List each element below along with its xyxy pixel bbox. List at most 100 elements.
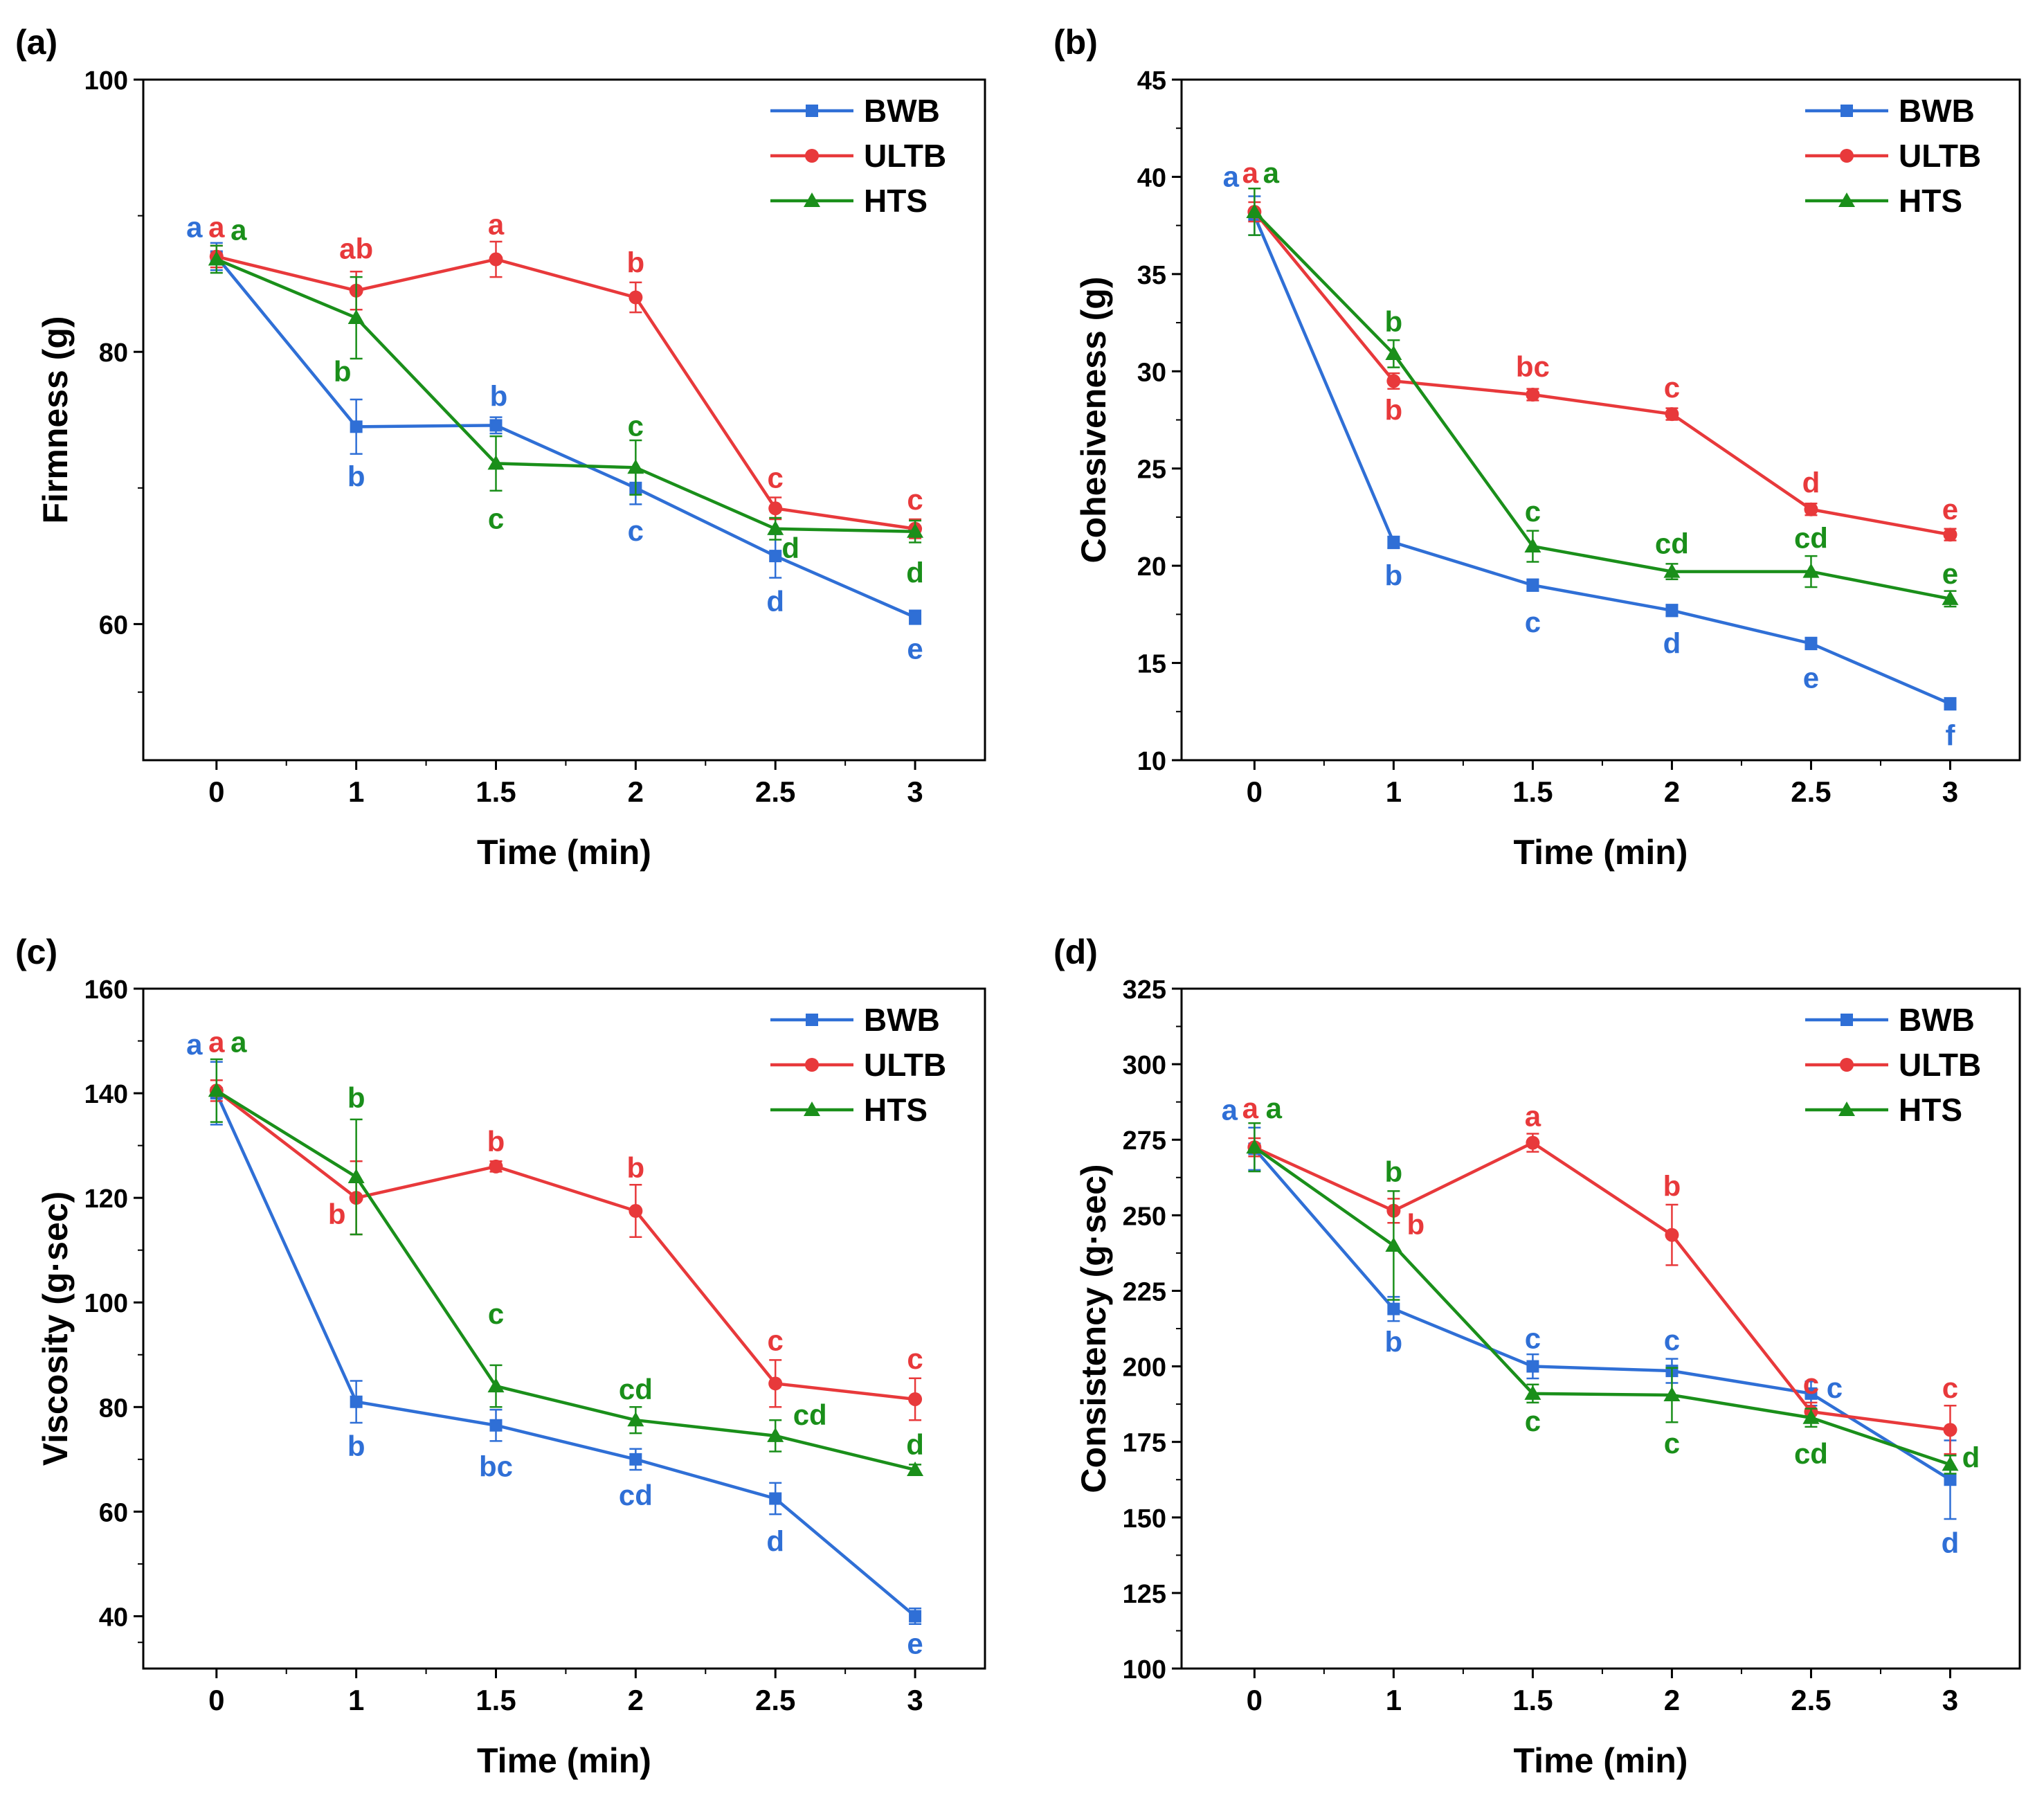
x-tick-label: 3 xyxy=(907,775,923,808)
significance-label: b xyxy=(1385,1326,1403,1358)
y-tick-label: 150 xyxy=(1123,1504,1166,1534)
data-point xyxy=(768,1376,783,1391)
significance-label: a xyxy=(1223,161,1240,193)
data-point xyxy=(1386,374,1401,388)
significance-label: b xyxy=(334,355,352,388)
legend-marker xyxy=(1840,105,1853,117)
data-point xyxy=(1665,604,1679,617)
data-point xyxy=(628,1204,643,1219)
legend-marker xyxy=(805,149,819,163)
x-tick-label: 2 xyxy=(628,1684,644,1716)
data-point xyxy=(347,1168,365,1183)
data-point xyxy=(487,455,505,470)
series-line xyxy=(1253,215,1951,705)
y-tick-label: 225 xyxy=(1123,1277,1166,1306)
significance-label: b xyxy=(627,1151,645,1184)
legend-marker xyxy=(804,1102,820,1116)
x-tick-label: 0 xyxy=(1247,775,1263,808)
significance-label: e xyxy=(1942,557,1958,590)
y-tick-label: 15 xyxy=(1137,650,1166,679)
series-line xyxy=(215,1089,916,1401)
significance-label: c xyxy=(1942,1372,1958,1404)
y-tick-label: 160 xyxy=(84,976,128,1005)
legend-marker xyxy=(1840,1014,1853,1026)
significance-label: d xyxy=(766,1525,784,1558)
data-point xyxy=(1802,563,1820,578)
legend-marker xyxy=(805,1058,819,1072)
significance-label: b xyxy=(1663,1170,1681,1203)
significance-label: a xyxy=(1242,156,1259,189)
significance-label: cd xyxy=(619,1373,653,1405)
y-tick-label: 325 xyxy=(1123,976,1166,1005)
y-tick-label: 60 xyxy=(99,611,128,640)
y-tick-label: 250 xyxy=(1123,1202,1166,1231)
x-axis-title: Time (min) xyxy=(477,1741,651,1780)
significance-label: b xyxy=(328,1198,346,1230)
significance-label: d xyxy=(1962,1441,1980,1473)
data-point xyxy=(908,1392,923,1406)
significance-label: a xyxy=(186,1028,203,1061)
significance-label: b xyxy=(490,379,508,412)
significance-label: c xyxy=(1664,1324,1680,1356)
data-point xyxy=(768,501,783,516)
significance-label: c xyxy=(1664,1427,1680,1459)
y-tick-label: 40 xyxy=(99,1603,128,1632)
series-line xyxy=(1254,1146,1951,1466)
significance-label: a xyxy=(208,1025,225,1058)
legend-marker xyxy=(804,192,820,207)
significance-label: a xyxy=(1222,1093,1238,1126)
y-tick-label: 300 xyxy=(1123,1051,1166,1080)
significance-label: c xyxy=(768,1324,784,1356)
legend-marker xyxy=(806,105,818,117)
legend-marker xyxy=(806,1014,818,1026)
significance-label: bc xyxy=(479,1450,513,1483)
x-tick-label: 1 xyxy=(1386,1684,1402,1716)
significance-label: d xyxy=(1663,627,1681,660)
plot-frame xyxy=(1180,987,2021,1670)
legend-marker xyxy=(1838,192,1855,207)
y-tick-label: 100 xyxy=(1123,1655,1166,1684)
data-point xyxy=(909,611,922,624)
data-point xyxy=(208,1082,225,1097)
legend-label: BWB xyxy=(864,1002,940,1038)
significance-label: e xyxy=(907,633,923,665)
y-tick-label: 100 xyxy=(84,1289,128,1318)
data-point xyxy=(1663,1387,1681,1402)
panel-a: (a) 0 1 1.5 2 2.5 3 60 80 100 Time (min) Firmness (… xyxy=(15,23,986,872)
significance-label: c xyxy=(628,409,644,442)
legend-label: HTS xyxy=(864,1092,928,1128)
x-tick-label: 1.5 xyxy=(1512,1684,1553,1716)
legend-marker xyxy=(1838,1102,1855,1116)
significance-label: ab xyxy=(339,233,373,265)
data-point xyxy=(1942,1456,1959,1471)
significance-label: d xyxy=(906,1428,924,1461)
plot-frame xyxy=(1180,78,2021,762)
y-tick-label: 25 xyxy=(1137,456,1166,485)
significance-label: a xyxy=(186,211,203,244)
y-tick-label: 120 xyxy=(84,1185,128,1214)
data-point xyxy=(489,1419,503,1432)
data-point xyxy=(1665,407,1679,422)
data-point xyxy=(769,550,782,563)
panel-b: (b) 0 1 1.5 2 2.5 3 10 15 20 25 30 35 40 45 Time (min) C… xyxy=(1053,23,2021,872)
significance-label: c xyxy=(768,461,784,494)
data-point xyxy=(769,1492,782,1505)
y-tick-label: 140 xyxy=(84,1080,128,1109)
significance-label: b xyxy=(1407,1208,1425,1241)
legend-label: HTS xyxy=(1899,183,1962,219)
legend-label: HTS xyxy=(1899,1092,1962,1128)
data-point xyxy=(489,1159,503,1174)
data-point xyxy=(628,290,643,305)
x-tick-label: 3 xyxy=(1942,775,1958,808)
legend: BWB ULTB HTS xyxy=(770,93,946,219)
data-point xyxy=(627,459,644,474)
data-point xyxy=(1387,1302,1400,1315)
data-point xyxy=(1526,579,1539,592)
data-point xyxy=(1943,1423,1957,1437)
data-point xyxy=(629,1453,642,1466)
panel-label: (c) xyxy=(15,933,57,971)
